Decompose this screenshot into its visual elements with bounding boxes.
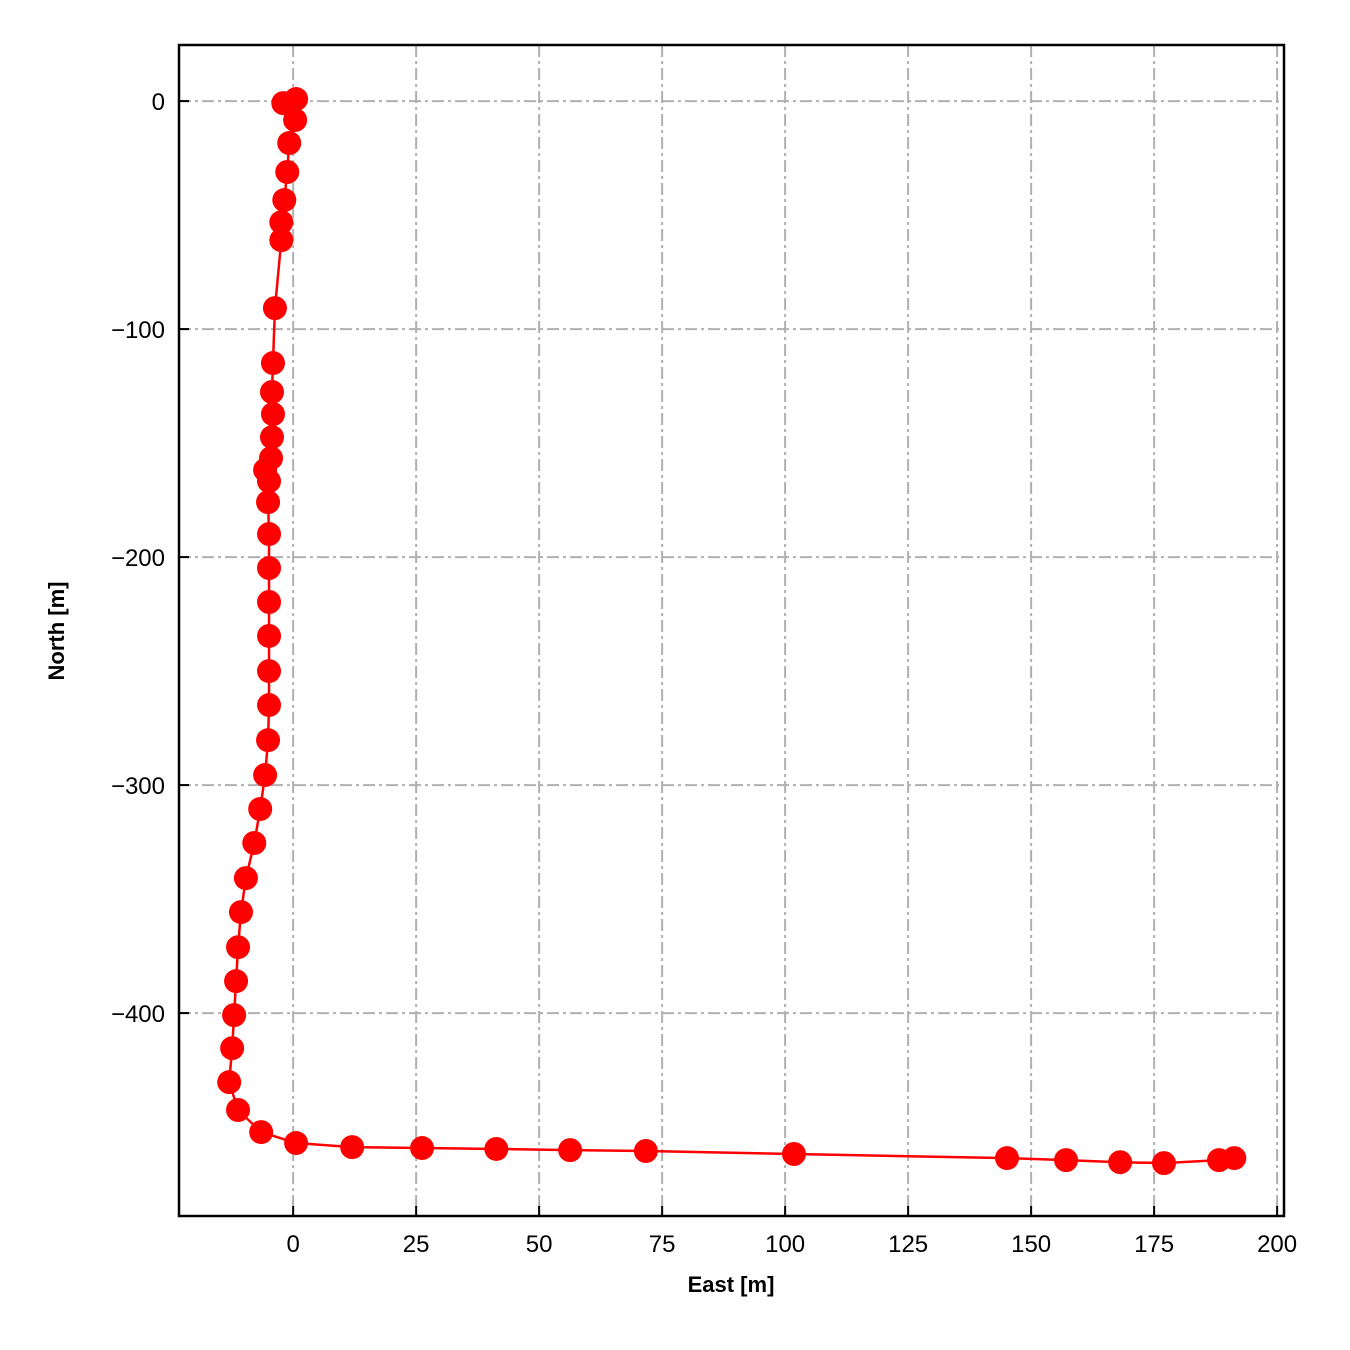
marker (224, 969, 249, 994)
marker (269, 210, 294, 235)
y-axis-label: North [m] (44, 582, 69, 681)
marker (484, 1136, 509, 1161)
x-tick-label: 125 (888, 1231, 928, 1258)
y-tick-label: −200 (111, 545, 165, 572)
marker (275, 159, 300, 184)
y-tick-label: −300 (111, 773, 165, 800)
marker (248, 797, 273, 822)
marker (277, 131, 302, 156)
marker (410, 1136, 435, 1161)
marker (633, 1139, 658, 1164)
marker (228, 900, 253, 925)
y-tick-label: 0 (152, 89, 165, 116)
marker (226, 935, 251, 960)
x-tick-label: 175 (1134, 1231, 1174, 1258)
marker (257, 522, 282, 547)
line (227, 97, 1235, 1165)
marker (257, 693, 282, 718)
marker (233, 866, 258, 891)
marker (257, 590, 282, 615)
marker (257, 556, 282, 581)
marker (256, 490, 281, 515)
marker (262, 296, 287, 321)
marker (256, 728, 281, 753)
marker (781, 1141, 806, 1166)
x-tick-label: 50 (526, 1231, 553, 1258)
marker (217, 1070, 242, 1095)
marker (242, 830, 267, 855)
marker (249, 1120, 274, 1145)
marker (340, 1135, 365, 1160)
x-tick-label: 100 (765, 1231, 805, 1258)
marker (283, 108, 308, 133)
x-tick-label: 25 (403, 1231, 430, 1258)
x-axis-label: East [m] (688, 1272, 775, 1297)
marker (284, 1131, 309, 1156)
marker (269, 228, 294, 253)
marker (260, 402, 285, 427)
marker (220, 1036, 245, 1061)
marker (253, 763, 278, 788)
x-tick-label: 0 (286, 1231, 299, 1258)
marker (257, 469, 282, 494)
marker (272, 188, 297, 213)
marker (259, 380, 284, 405)
marker (558, 1138, 583, 1163)
x-tick-label: 200 (1257, 1231, 1297, 1258)
x-tick-label: 75 (649, 1231, 676, 1258)
x-tick-label: 150 (1011, 1231, 1051, 1258)
marker (259, 425, 284, 450)
marker (284, 87, 309, 112)
marker (260, 351, 285, 376)
marker (1108, 1150, 1133, 1175)
y-tick-label: −400 (111, 1001, 165, 1028)
marker (257, 623, 282, 648)
marker (257, 659, 282, 684)
marker (1222, 1146, 1247, 1171)
marker (995, 1146, 1020, 1171)
marker (1151, 1151, 1176, 1176)
marker (226, 1097, 251, 1122)
y-tick-label: −100 (111, 317, 165, 344)
plot-frame (177, 43, 1286, 1218)
marker (1054, 1148, 1079, 1173)
marker (222, 1003, 247, 1028)
